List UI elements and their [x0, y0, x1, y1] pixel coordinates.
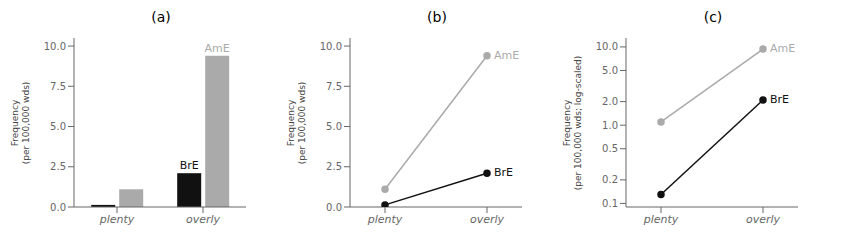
svg-text:2.5: 2.5 — [50, 161, 66, 172]
svg-text:1.0: 1.0 — [602, 120, 618, 131]
svg-text:BrE: BrE — [180, 159, 199, 172]
svg-text:5.0: 5.0 — [50, 121, 66, 132]
svg-text:10.0: 10.0 — [596, 41, 618, 52]
svg-text:5.0: 5.0 — [326, 121, 342, 132]
svg-text:AmE: AmE — [770, 42, 795, 55]
html-text:Frequency (per 100,000 wds): Frequency (per 100,000 wds) — [10, 81, 31, 164]
svg-text:overly: overly — [746, 213, 781, 226]
svg-text:plenty: plenty — [643, 213, 679, 226]
svg-text:overly: overly — [186, 213, 221, 226]
html-text:(a): (a) — [151, 9, 171, 25]
svg-text:BrE: BrE — [494, 166, 513, 179]
svg-text:0.1: 0.1 — [602, 198, 618, 209]
svg-text:plenty: plenty — [367, 213, 403, 226]
html-text:(b): (b) — [427, 9, 447, 25]
html-text:Frequency (per 100,000 wds): Frequency (per 100,000 wds) — [286, 81, 307, 164]
svg-text:0.5: 0.5 — [602, 143, 618, 154]
svg-text:10.0: 10.0 — [320, 41, 342, 52]
svg-text:AmE: AmE — [205, 42, 230, 55]
svg-text:AmE: AmE — [494, 49, 519, 62]
svg-text:7.5: 7.5 — [326, 81, 342, 92]
svg-text:plenty: plenty — [99, 213, 135, 226]
svg-text:2.0: 2.0 — [602, 96, 618, 107]
svg-text:0.2: 0.2 — [602, 174, 618, 185]
svg-text:7.5: 7.5 — [50, 81, 66, 92]
svg-text:overly: overly — [470, 213, 505, 226]
svg-text:2.5: 2.5 — [326, 161, 342, 172]
html-text:(c): (c) — [703, 9, 723, 25]
svg-text:5.0: 5.0 — [602, 65, 618, 76]
svg-text:0.0: 0.0 — [326, 202, 342, 213]
html-text:Frequency (per 100,000 wds; lo: Frequency (per 100,000 wds; log-scaled) — [562, 55, 583, 190]
svg-text:BrE: BrE — [770, 93, 789, 106]
svg-text:0.0: 0.0 — [50, 202, 66, 213]
svg-text:10.0: 10.0 — [44, 41, 66, 52]
